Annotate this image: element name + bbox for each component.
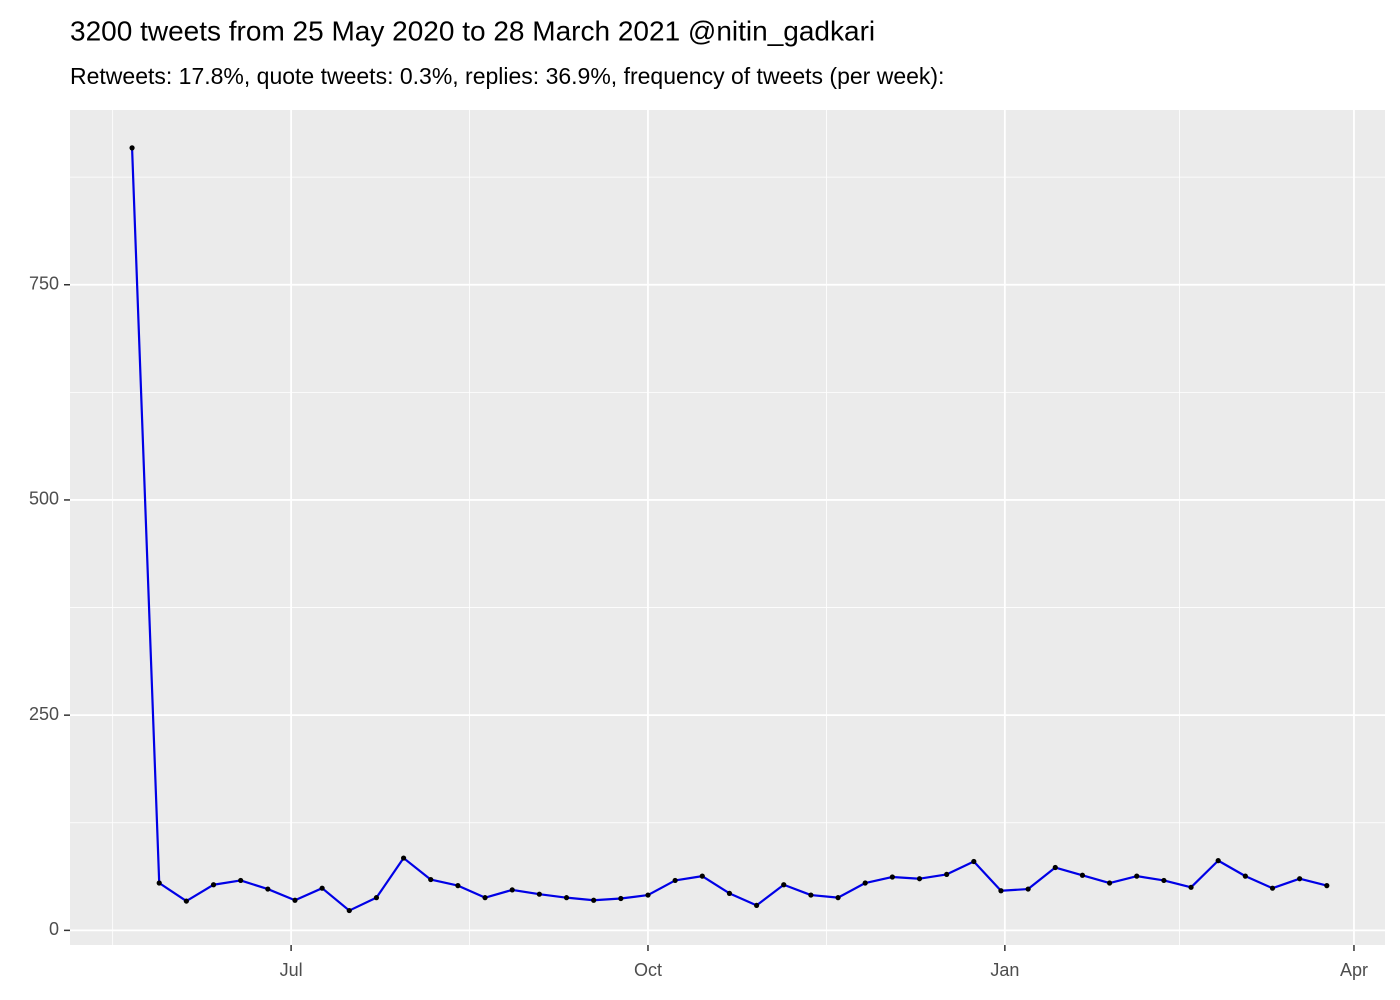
x-tick-label: Oct bbox=[634, 960, 662, 980]
data-point bbox=[1324, 883, 1330, 889]
data-point bbox=[1297, 876, 1303, 882]
data-point bbox=[699, 873, 705, 879]
data-point bbox=[862, 880, 868, 886]
x-tick-label: Jul bbox=[280, 960, 303, 980]
y-tick-label: 250 bbox=[29, 704, 59, 724]
data-point bbox=[1079, 872, 1086, 878]
data-point bbox=[400, 855, 407, 861]
data-point bbox=[672, 877, 678, 884]
chart-subtitle: Retweets: 17.8%, quote tweets: 0.3%, rep… bbox=[70, 63, 944, 89]
data-point bbox=[1106, 880, 1113, 886]
data-point bbox=[563, 895, 570, 901]
data-point bbox=[944, 871, 950, 878]
data-point bbox=[265, 886, 271, 892]
data-point bbox=[753, 902, 760, 909]
data-point bbox=[156, 880, 162, 886]
data-point bbox=[1134, 873, 1140, 879]
data-point bbox=[373, 895, 380, 901]
y-tick-label: 0 bbox=[49, 919, 59, 939]
data-point bbox=[1161, 877, 1167, 884]
data-point bbox=[183, 898, 189, 904]
data-point bbox=[238, 877, 244, 884]
data-point bbox=[591, 897, 597, 903]
chart-title: 3200 tweets from 25 May 2020 to 28 March… bbox=[70, 15, 875, 46]
data-point bbox=[509, 887, 515, 893]
data-point bbox=[129, 145, 135, 151]
data-point bbox=[319, 885, 325, 891]
data-point bbox=[292, 897, 298, 903]
y-tick-label: 750 bbox=[29, 273, 59, 293]
data-point bbox=[971, 858, 977, 865]
y-tick-label: 500 bbox=[29, 489, 59, 509]
data-point bbox=[618, 895, 624, 902]
data-point bbox=[726, 890, 733, 896]
data-point bbox=[536, 891, 542, 897]
data-point bbox=[1242, 873, 1248, 879]
data-point bbox=[1025, 886, 1031, 892]
plot-panel bbox=[70, 110, 1385, 945]
data-point bbox=[889, 874, 895, 880]
data-point bbox=[781, 882, 787, 888]
data-point bbox=[482, 895, 488, 901]
data-point bbox=[835, 895, 841, 901]
data-point bbox=[210, 882, 217, 888]
data-point bbox=[916, 876, 923, 882]
data-point bbox=[645, 892, 651, 898]
data-point bbox=[1215, 858, 1221, 864]
x-tick-label: Jan bbox=[990, 960, 1019, 980]
x-tick-label: Apr bbox=[1340, 960, 1368, 980]
data-point bbox=[455, 883, 461, 889]
data-point bbox=[1269, 885, 1276, 891]
data-point bbox=[1188, 884, 1194, 890]
data-point bbox=[808, 892, 814, 898]
data-point bbox=[1052, 864, 1058, 871]
data-point bbox=[998, 888, 1004, 894]
data-point bbox=[428, 876, 434, 883]
data-point bbox=[346, 907, 352, 914]
